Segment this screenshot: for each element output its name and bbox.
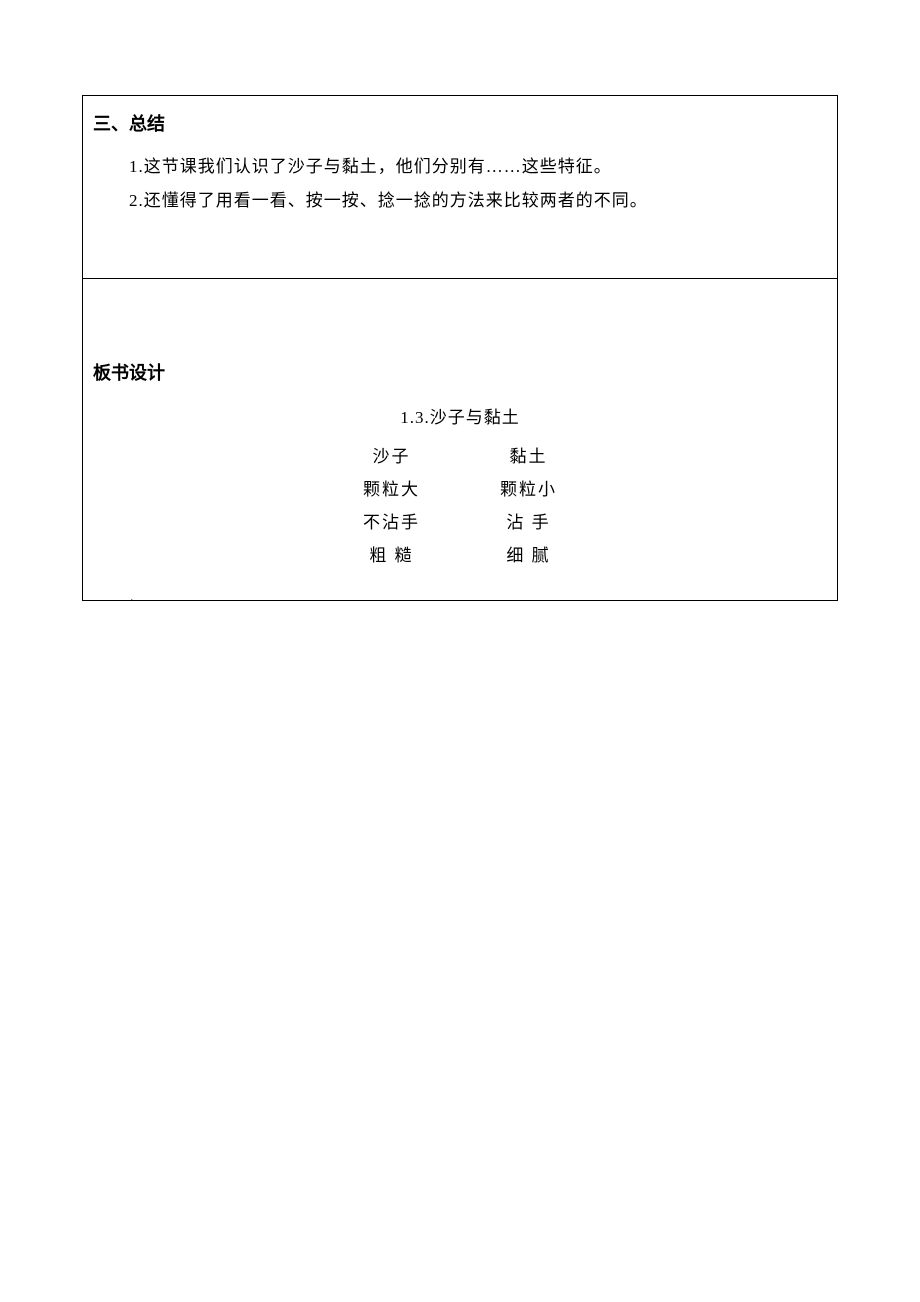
cell-left: 颗粒大 — [323, 471, 460, 504]
cell-right: 黏土 — [460, 438, 597, 471]
cell-left: 沙子 — [323, 438, 460, 471]
board-table: 沙子 黏土 颗粒大 颗粒小 不沾手 沾 手 粗 糙 细 腻 — [323, 438, 597, 570]
cell-right: 沾 手 — [460, 504, 597, 537]
summary-title: 三、总结 — [93, 110, 827, 136]
summary-line-2: 2.还懂得了用看一看、按一按、捻一捻的方法来比较两者的不同。 — [129, 184, 827, 218]
cell-left: 不沾手 — [323, 504, 460, 537]
table-row: 颗粒大 颗粒小 — [323, 471, 597, 504]
board-title: 板书设计 — [93, 359, 827, 385]
board-design-section: 板书设计 1.3.沙子与黏土 沙子 黏土 颗粒大 颗粒小 不沾手 沾 手 粗 糙… — [83, 279, 837, 600]
main-content-box: 三、总结 1.这节课我们认识了沙子与黏土，他们分别有……这些特征。 2.还懂得了… — [82, 95, 838, 601]
stray-dot: . — [130, 590, 134, 606]
summary-line-1: 1.这节课我们认识了沙子与黏土，他们分别有……这些特征。 — [129, 150, 827, 184]
cell-left: 粗 糙 — [323, 537, 460, 570]
cell-right: 颗粒小 — [460, 471, 597, 504]
table-row: 不沾手 沾 手 — [323, 504, 597, 537]
table-row: 粗 糙 细 腻 — [323, 537, 597, 570]
table-row: 沙子 黏土 — [323, 438, 597, 471]
cell-right: 细 腻 — [460, 537, 597, 570]
summary-section: 三、总结 1.这节课我们认识了沙子与黏土，他们分别有……这些特征。 2.还懂得了… — [83, 96, 837, 279]
board-heading: 1.3.沙子与黏土 — [93, 403, 827, 428]
